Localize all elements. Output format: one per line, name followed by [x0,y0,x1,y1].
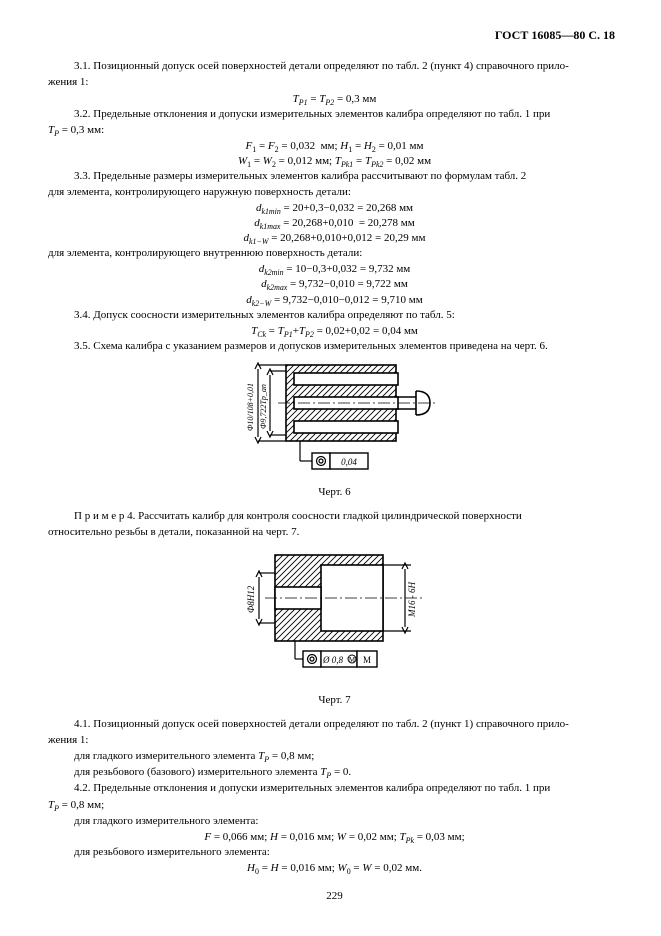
p-ex4a: П р и м е р 4. Рассчитать калибр для кон… [48,509,621,523]
eq-3-3a: dk1min = 20+0,3−0,032 = 20,268 мм [48,201,621,215]
fig7-right-label: М16 - 6Н [407,582,417,618]
eq-3-4: TCk = TP1+TP2 = 0,02+0,02 = 0,04 мм [48,324,621,338]
fig6-label-top: Ф10/108+0,01 [246,383,255,431]
fig7-mod: M [348,656,355,664]
page-number: 229 [48,889,621,903]
p-ex4b: относительно резьбы в детали, показанной… [48,525,621,539]
eq-4-2a: F = 0,066 мм; H = 0,016 мм; W = 0,02 мм;… [48,830,621,844]
figure-6: Ф10/108+0,01 Ф9,722Tp_an 0,04 [48,361,621,479]
p-4-2b: TP = 0,8 мм; [48,798,621,812]
eq-3-3d: dk2min = 10−0,3+0,032 = 9,732 мм [48,262,621,276]
eq-3-3f: dk2−W = 9,732−0,010−0,012 = 9,710 мм [48,293,621,307]
p-4-1c: для гладкого измерительного элемента TP … [48,749,621,763]
fig7-datum: М [362,655,370,665]
p-4-1b: жения 1: [48,733,621,747]
p-4-2d: для резьбового измерительного элемента: [48,845,621,859]
page-header: ГОСТ 16085—80 С. 18 [48,28,615,43]
p-3-1b: жения 1: [48,75,621,89]
p-3-3c: для элемента, контролирующего внутреннюю… [48,246,621,260]
fig7-left-label: Ф8Н12 [246,585,256,613]
eq-3-2a: F1 = F2 = 0,032 мм; H1 = H2 = 0,01 мм [48,139,621,153]
p-4-2c: для гладкого измерительного элемента: [48,814,621,828]
p-3-2b: TP = 0,3 мм: [48,123,621,137]
fig6-caption: Черт. 6 [48,485,621,499]
p-4-1a: 4.1. Позиционный допуск осей поверхносте… [48,717,621,731]
fig7-tolerance: Ø 0,8 [322,655,343,665]
eq-3-3e: dk2max = 9,732−0,010 = 9,722 мм [48,277,621,291]
fig6-tolerance: 0,04 [341,457,357,467]
p-3-5: 3.5. Схема калибра с указанием размеров … [48,339,621,353]
p-4-2a: 4.2. Предельные отклонения и допуски изм… [48,781,621,795]
eq-3-3b: dk1max = 20,268+0,010 = 20,278 мм [48,216,621,230]
eq-3-3c: dk1−W = 20,268+0,010+0,012 = 20,29 мм [48,231,621,245]
p-3-4: 3.4. Допуск соосности измерительных элем… [48,308,621,322]
p-4-1d: для резьбового (базового) измерительного… [48,765,621,779]
p-3-3b: для элемента, контролирующего наружную п… [48,185,621,199]
eq-3-1: TP1 = TP2 = 0,3 мм [48,92,621,106]
p-3-3a: 3.3. Предельные размеры измерительных эл… [48,169,621,183]
eq-4-2b: H0 = H = 0,016 мм; W0 = W = 0,02 мм. [48,861,621,875]
figure-7: Ф8Н12 М16 - 6Н Ø 0,8 M М [48,547,621,687]
p-3-2a: 3.2. Предельные отклонения и допуски изм… [48,107,621,121]
p-3-1a: 3.1. Позиционный допуск осей поверхносте… [48,59,621,73]
eq-3-2b: W1 = W2 = 0,012 мм; TPk1 = TPk2 = 0,02 м… [48,154,621,168]
fig7-caption: Черт. 7 [48,693,621,707]
fig6-label-bot: Ф9,722Tp_an [259,384,268,429]
